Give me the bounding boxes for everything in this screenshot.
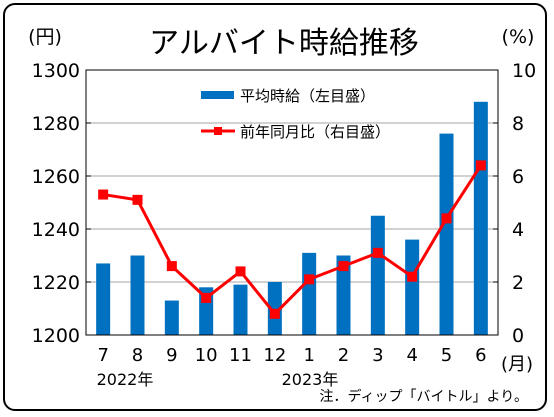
x-tick-label: 7: [97, 345, 108, 366]
plot-area-border: [85, 69, 499, 336]
right-tick-label: 4: [512, 219, 524, 241]
left-tick-label: 1300: [32, 60, 80, 82]
line-marker: [269, 308, 280, 319]
bar: [405, 239, 420, 335]
legend-line-marker: [214, 127, 222, 135]
x-axis-unit: (月): [501, 354, 533, 375]
bar: [164, 300, 179, 335]
line-marker: [407, 271, 418, 282]
legend-bar-label: 平均時給（左目盛）: [240, 87, 375, 105]
right-tick-label: 10: [512, 60, 536, 82]
right-tick-label: 2: [512, 272, 524, 294]
left-tick-label: 1280: [32, 113, 80, 135]
x-tick-label: 11: [229, 345, 252, 366]
line-marker: [304, 274, 315, 285]
legend-line-label: 前年同月比（右目盛）: [240, 123, 390, 141]
x-tick-label: 12: [263, 345, 286, 366]
bar: [439, 133, 454, 335]
bar: [96, 263, 111, 335]
line-series: [98, 160, 486, 319]
bar: [130, 255, 145, 335]
x-axis-ticks: 7 8 9 10 11 12 1 2 3 4 5 6: [97, 345, 486, 366]
x-tick-label: 9: [166, 345, 177, 366]
right-tick-label: 8: [512, 113, 524, 135]
chart-title: アルバイト時給推移: [149, 26, 419, 61]
line-marker: [132, 194, 143, 205]
right-axis-unit: (%): [502, 26, 535, 48]
line-marker: [441, 213, 452, 224]
right-tick-label: 0: [512, 325, 524, 347]
bar: [302, 252, 317, 335]
line-marker: [338, 261, 349, 272]
chart-frame: [3, 3, 547, 411]
left-tick-label: 1240: [32, 219, 80, 241]
line-marker: [372, 247, 383, 258]
bar: [370, 215, 385, 335]
x-tick-label: 6: [475, 345, 486, 366]
x-tick-label: 8: [132, 345, 143, 366]
x-tick-label: 3: [372, 345, 383, 366]
bar: [473, 101, 488, 335]
x-tick-label: 10: [195, 345, 218, 366]
bar: [336, 255, 351, 335]
left-tick-label: 1260: [32, 166, 80, 188]
right-tick-label: 6: [512, 166, 524, 188]
left-axis-ticks: 1300 1280 1260 1240 1220 1200: [32, 60, 91, 347]
left-axis-unit: (円): [28, 26, 62, 48]
legend-bar-swatch: [201, 91, 234, 99]
legend: 平均時給（左目盛） 前年同月比（右目盛）: [201, 87, 390, 141]
x-tick-label: 1: [303, 345, 314, 366]
line-marker: [475, 160, 486, 171]
bar: [233, 284, 248, 335]
left-tick-label: 1200: [32, 325, 80, 347]
year-label-2023: 2023年: [282, 370, 339, 389]
line-marker: [166, 261, 177, 272]
source-note: 注．ディップ「バイトル」より。: [320, 388, 528, 405]
left-tick-label: 1220: [32, 272, 80, 294]
x-tick-label: 5: [441, 345, 452, 366]
right-axis-ticks: 10 8 6 4 2 0: [493, 60, 536, 347]
gridlines: [86, 122, 498, 283]
year-label-2022: 2022年: [97, 370, 154, 389]
x-tick-label: 2: [338, 345, 349, 366]
line-marker: [235, 266, 246, 277]
line-marker: [98, 189, 109, 200]
x-tick-label: 4: [406, 345, 417, 366]
line-path: [102, 164, 483, 316]
line-marker: [201, 292, 212, 303]
bar: [267, 282, 282, 335]
